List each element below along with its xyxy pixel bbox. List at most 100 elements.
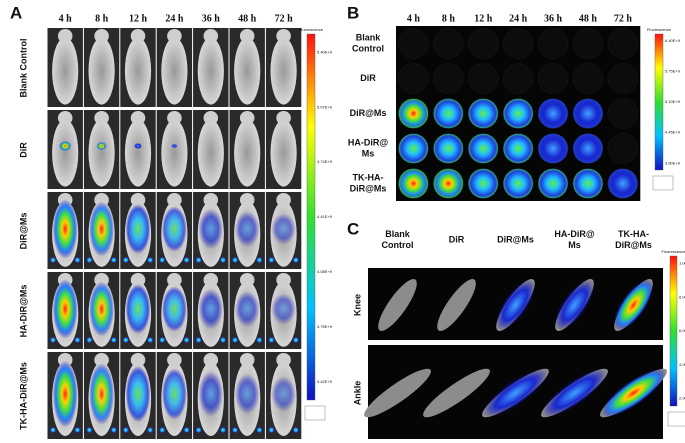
paw-signal [268,337,275,343]
signal [554,279,595,331]
signal [89,363,114,425]
colorbar-tick: 1.00E+10 [679,261,685,266]
mouse-body [88,119,115,187]
group-label: DiR [18,142,28,158]
signal [89,281,114,337]
paw-signal [74,427,81,433]
group-label: Blank Control [18,38,28,97]
well [537,28,569,59]
group-label: HA-DiR@ [348,137,388,147]
paw-signal [195,427,202,433]
signal [162,286,187,332]
mouse-head [203,111,219,125]
paw-signal [183,427,190,433]
signal [468,98,499,129]
mouse-head [130,111,146,125]
mouse-body [270,37,297,105]
mouse-head [203,273,219,287]
signal [96,142,107,150]
mouse-head [57,111,73,125]
mouse-body [270,119,297,187]
mouse-head [57,29,73,43]
well [607,63,639,94]
signal [433,98,464,129]
time-label: 24 h [165,13,184,24]
paw-signal [74,337,81,343]
time-label: 36 h [202,13,221,24]
group-label: DiR@Ms [350,108,387,118]
mouse-head [94,111,109,125]
mouse-head [94,29,109,43]
mouse-head [130,193,146,207]
paw-signal [122,427,129,433]
paw-signal [122,257,129,263]
time-label: 12 h [474,13,493,24]
signal [542,368,607,418]
signal [601,368,666,418]
mouse-body [52,119,79,187]
signal [468,133,499,164]
group-label: TK-HA- [618,229,649,239]
colorbar-box [667,411,685,427]
colorbar-tick: 5.75E+9 [665,68,681,73]
well [607,28,639,59]
signal [538,98,569,129]
signal [52,279,78,339]
colorbar-tick: 4.45E+9 [665,130,681,135]
time-label: 48 h [238,13,257,24]
group-label: Blank [356,32,382,42]
mouse-head [276,273,291,287]
mouse-head [239,353,255,367]
paw-signal [110,257,117,263]
paw-signal [232,337,238,343]
mouse-head [130,353,146,367]
group-label: TK-HA- [353,172,384,182]
group-label: TK-HA-DiR@Ms [18,362,28,430]
paw-signal [159,337,166,343]
mouse-head [239,111,255,125]
mouse-head [167,273,182,287]
colorbar-tick: 4.74E+9 [317,159,333,164]
colorbar-tick: 5.10E+9 [665,99,681,104]
mouse-head [276,193,291,207]
well [468,63,499,94]
colorbar-tick: 5.07E+9 [317,104,333,109]
limb [378,279,417,331]
paw-signal [220,337,226,343]
mouse-head [239,193,255,207]
time-label: 4 h [407,13,421,24]
signal [398,133,429,164]
mouse-body [197,37,224,105]
paw-signal [292,427,299,433]
colorbar-tick: 2.00E+9 [679,396,685,401]
panel-label: B [347,3,359,22]
signal [52,199,78,259]
signal [398,168,429,199]
colorbar-tick: 3.42E+9 [317,379,333,384]
mouse-head [239,29,255,43]
group-label: DiR@Ms [497,234,534,244]
site-label: Knee [352,294,362,316]
paw-signal [256,337,263,343]
mouse-head [167,29,182,43]
colorbar-box [652,175,674,191]
signal [483,368,548,418]
signal [433,168,464,199]
panels: A 4 h 8 h 12 h 24 h 36 h 48 h 72 h Blank Control… [10,3,685,439]
paw-signal [183,337,190,343]
paw-signal [86,337,93,343]
mouse-head [130,273,146,287]
paw-signal [232,257,238,263]
signal [271,213,296,245]
signal [495,279,536,331]
paw-signal [50,257,56,263]
colorbar-tick: 3.80E+9 [665,160,681,165]
mouse-body [234,37,261,105]
well [572,63,604,94]
signal [162,368,187,420]
well [468,28,499,59]
mouse-head [203,193,219,207]
group-label: Ms [362,148,375,158]
signal [538,168,569,199]
mouse-head [167,193,182,207]
